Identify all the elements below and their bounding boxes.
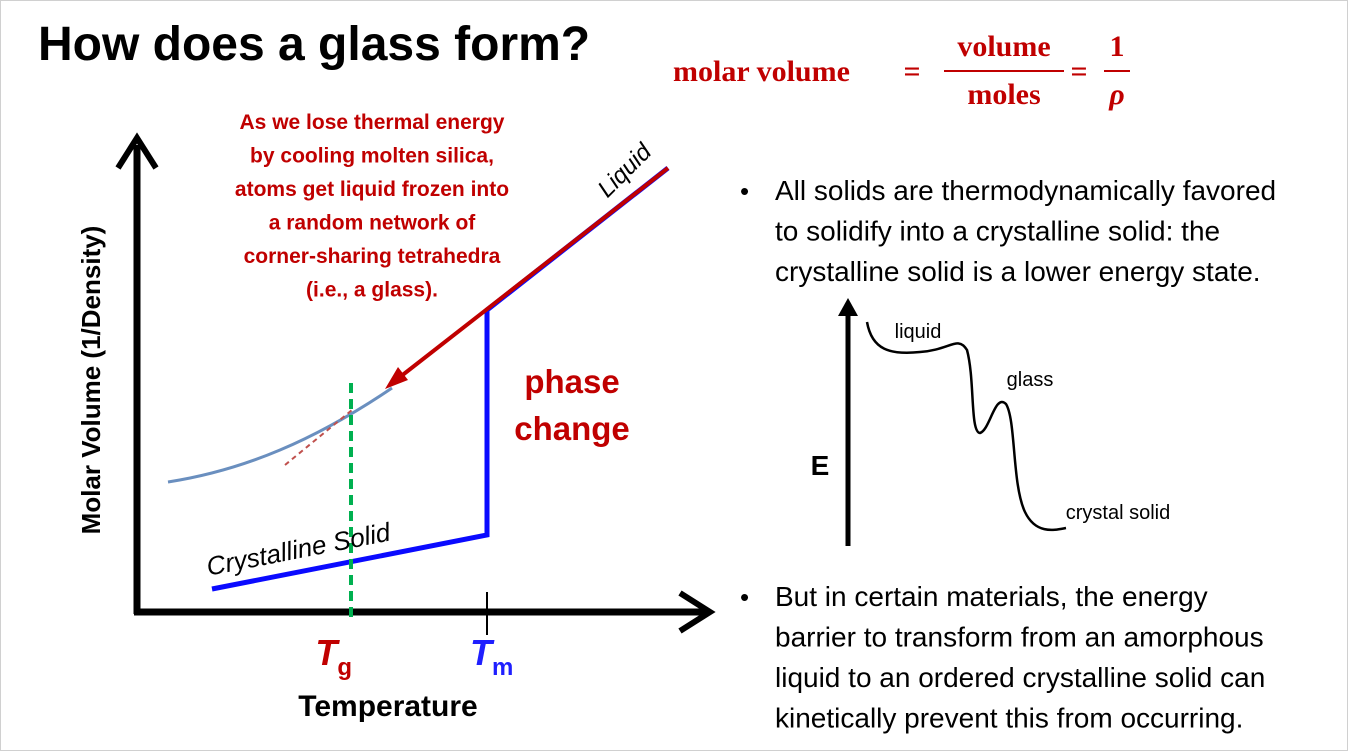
x-arrowhead bbox=[678, 590, 716, 634]
energy-liquid: liquid bbox=[895, 321, 942, 343]
annotation-line: by cooling molten silica, bbox=[250, 145, 494, 168]
title: How does a glass form? bbox=[38, 18, 590, 71]
bullet-line: kinetically prevent this from occurring. bbox=[775, 703, 1243, 734]
bullet-line: liquid to an ordered crystalline solid c… bbox=[775, 662, 1265, 693]
energy-glass: glass bbox=[1007, 369, 1054, 391]
annotation-line: As we lose thermal energy bbox=[240, 111, 505, 134]
energy-arrowhead bbox=[838, 298, 858, 316]
bullet-symbol: • bbox=[740, 582, 749, 612]
annotation-line: (i.e., a glass). bbox=[306, 279, 438, 302]
formula-eq: = bbox=[903, 55, 920, 88]
bullet-line: All solids are thermodynamically favored bbox=[775, 175, 1276, 206]
bullet-line: to solidify into a crystalline solid: th… bbox=[775, 216, 1220, 247]
energy-label: E bbox=[811, 450, 830, 481]
cooling-arrowhead bbox=[385, 367, 408, 389]
x-label: Temperature bbox=[298, 690, 478, 723]
graph-axes bbox=[115, 132, 716, 634]
formula-lhs: molar volume bbox=[673, 55, 850, 88]
y-arrowhead bbox=[115, 132, 159, 170]
energy-curve bbox=[865, 321, 1067, 532]
formula-denominator: moles bbox=[967, 78, 1040, 111]
tm-sub: m bbox=[492, 654, 513, 681]
y-label: Molar Volume (1/Density) bbox=[76, 226, 106, 535]
tg-label: Tg bbox=[315, 632, 352, 681]
tg-t: T bbox=[315, 632, 340, 673]
extrapolation bbox=[284, 409, 353, 466]
formula-numerator: volume bbox=[957, 30, 1050, 63]
glass-curve bbox=[167, 386, 393, 484]
bullet-line: barrier to transform from an amorphous bbox=[775, 622, 1264, 653]
annotation-line: corner-sharing tetrahedra bbox=[244, 245, 501, 268]
formula-rho: ρ bbox=[1108, 78, 1124, 111]
bullet-line: But in certain materials, the energy bbox=[775, 581, 1208, 612]
tm-t: T bbox=[470, 632, 495, 673]
energy-crystal: crystal solid bbox=[1066, 502, 1170, 524]
cooling-arrow bbox=[398, 166, 670, 379]
bullet-symbol: • bbox=[740, 176, 749, 206]
bullet-line: crystalline solid is a lower energy stat… bbox=[775, 256, 1261, 287]
annotation-line: atoms get liquid frozen into bbox=[235, 178, 509, 201]
formula-eq: = bbox=[1070, 55, 1087, 88]
phase-change-label: phase bbox=[524, 363, 619, 400]
formula-one: 1 bbox=[1110, 30, 1125, 63]
phase-change-label: change bbox=[514, 410, 630, 447]
tm-label: Tm bbox=[470, 632, 513, 681]
tg-sub: g bbox=[337, 654, 352, 681]
annotation-line: a random network of bbox=[269, 212, 477, 235]
